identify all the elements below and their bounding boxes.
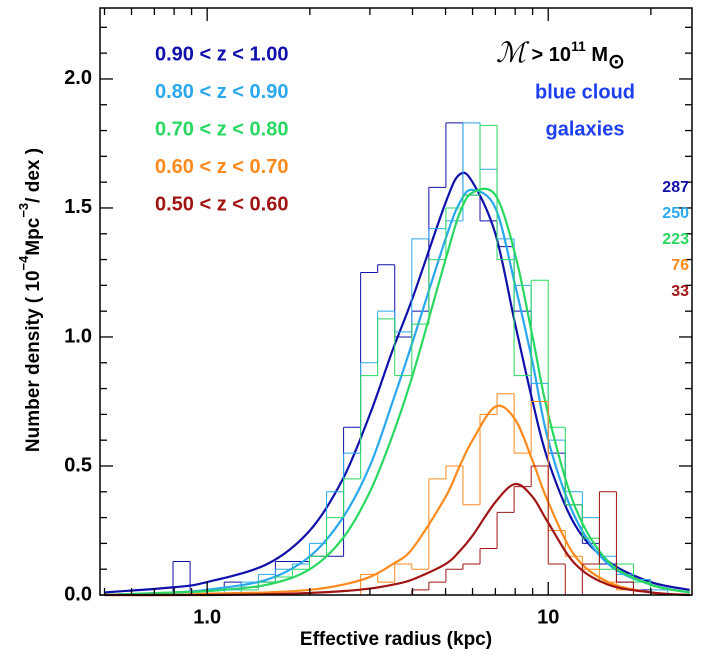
- y-label-part: Mpc: [23, 217, 44, 255]
- x-tick-label: 10: [537, 606, 559, 628]
- y-tick-label: 1.0: [64, 325, 92, 347]
- y-tick-label: 0.5: [64, 454, 92, 476]
- plot-frame: [99, 7, 693, 596]
- fit-curve: [104, 482, 690, 597]
- fit-curve: [104, 187, 690, 597]
- count-label: 287: [662, 179, 689, 196]
- annotation-line: blue cloud: [535, 81, 635, 103]
- legend-label: 0.70 < z < 0.80: [155, 118, 288, 140]
- y-tick-label: 0.0: [64, 583, 92, 605]
- count-label: 223: [662, 231, 689, 248]
- mass-symbol: ℳ: [496, 38, 530, 69]
- count-label: 250: [662, 205, 689, 222]
- y-label-exp: −3: [16, 203, 31, 218]
- y-axis-label: Number density ( 10−4Mpc−3/ dex ): [16, 148, 44, 452]
- mass-power: 11: [571, 38, 586, 54]
- y-label-part: Number density ( 10: [23, 270, 44, 452]
- y-tick-label: 2.0: [64, 67, 92, 89]
- x-tick-label: 1.0: [193, 606, 221, 628]
- count-label: 33: [671, 283, 689, 300]
- mass-unit: M: [586, 44, 608, 66]
- x-axis-label: Effective radius (kpc): [300, 629, 492, 650]
- legend-label: 0.80 < z < 0.90: [155, 81, 288, 103]
- legend-label: 0.90 < z < 1.00: [155, 43, 288, 65]
- mass-relation: > 10: [526, 44, 571, 66]
- legend-label: 0.60 < z < 0.70: [155, 156, 288, 178]
- mass-sun: ⊙: [608, 51, 625, 73]
- fit-curve: [104, 171, 690, 594]
- y-tick-label: 1.5: [64, 196, 92, 218]
- annotation-line: galaxies: [546, 118, 625, 140]
- legend-label: 0.50 < z < 0.60: [155, 193, 288, 215]
- y-label-exp: −4: [16, 255, 31, 271]
- y-label-part: / dex ): [23, 148, 44, 203]
- count-label: 76: [671, 257, 689, 274]
- mass-annotation: ℳ > 1011 M⊙: [496, 38, 625, 74]
- fit-curve: [104, 404, 690, 597]
